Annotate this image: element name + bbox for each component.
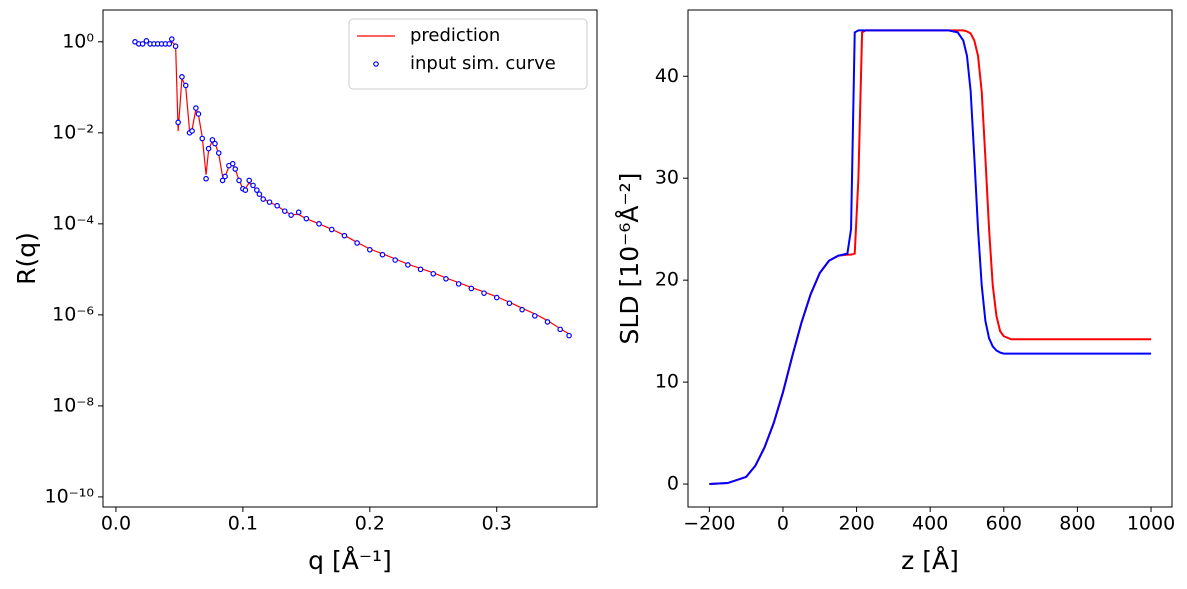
data-point bbox=[354, 240, 360, 246]
data-point bbox=[182, 82, 189, 89]
y-tick-label: 10⁻⁴ bbox=[52, 212, 94, 234]
data-point bbox=[544, 319, 551, 325]
y-tick-label: 10 bbox=[655, 371, 679, 393]
data-point bbox=[506, 300, 513, 307]
data-point bbox=[242, 187, 249, 193]
y-tick-label: 10⁻⁸ bbox=[52, 394, 94, 416]
data-point bbox=[303, 215, 310, 222]
y-tick-label: 10⁰ bbox=[62, 30, 94, 52]
data-point bbox=[254, 187, 260, 193]
x-tick-label: 600 bbox=[986, 513, 1022, 535]
data-point bbox=[430, 270, 437, 277]
data-point bbox=[139, 41, 146, 47]
data-point bbox=[168, 36, 175, 42]
y-tick-label: 10⁻¹⁰ bbox=[45, 485, 94, 507]
data-point bbox=[481, 290, 487, 296]
x-tick-label: 400 bbox=[912, 513, 948, 535]
data-point bbox=[212, 140, 218, 147]
data-point bbox=[288, 212, 294, 218]
data-point bbox=[274, 202, 280, 209]
x-tick-label: 800 bbox=[1059, 513, 1095, 535]
legend-marker bbox=[373, 61, 379, 67]
legend: prediction input sim. curve bbox=[348, 18, 588, 90]
subplot: 0.0 0.1 0.2 0.3 10⁻¹⁰ 10⁻⁸ 10⁻⁶ 10⁻⁴ 10⁻² 10⁰ q [Å… bbox=[12, 9, 598, 575]
x-tick-label: −200 bbox=[683, 513, 735, 535]
data-point bbox=[205, 145, 212, 152]
x-tick-label: 0 bbox=[777, 513, 789, 535]
y-tick-label: 0 bbox=[667, 473, 679, 495]
data-point bbox=[215, 150, 222, 156]
y-tick-label: 40 bbox=[655, 65, 679, 87]
data-point bbox=[295, 209, 302, 216]
data-line bbox=[709, 29, 1152, 486]
y-axis-label: SLD [10⁻⁶Å⁻²] bbox=[615, 173, 644, 345]
data-point bbox=[392, 257, 398, 263]
data-point bbox=[455, 281, 462, 287]
data-point bbox=[166, 41, 173, 47]
y-tick-label: 10⁻² bbox=[52, 121, 94, 143]
data-point bbox=[193, 105, 199, 111]
x-tick-label: 0.2 bbox=[355, 513, 385, 535]
data-point bbox=[246, 177, 253, 184]
legend-label: prediction bbox=[410, 25, 500, 46]
data-point bbox=[443, 276, 449, 282]
data-point bbox=[328, 226, 335, 233]
data-point bbox=[199, 135, 206, 142]
data-point bbox=[203, 175, 209, 182]
data-point bbox=[209, 137, 216, 143]
data-point bbox=[179, 74, 185, 80]
data-point bbox=[229, 160, 236, 167]
x-tick-label: 1000 bbox=[1127, 513, 1175, 535]
data-point bbox=[256, 191, 263, 197]
data-point bbox=[219, 177, 226, 184]
data-point bbox=[189, 128, 195, 134]
data-point bbox=[417, 266, 424, 273]
data-point bbox=[260, 196, 266, 202]
axes-frame bbox=[687, 9, 1173, 508]
data-point bbox=[236, 177, 242, 184]
data-point bbox=[232, 166, 239, 172]
data-point bbox=[468, 285, 475, 292]
data-point bbox=[316, 221, 322, 227]
x-tick-label: 0.1 bbox=[228, 513, 258, 535]
data-point bbox=[175, 119, 181, 126]
data-point bbox=[222, 173, 228, 180]
x-tick-label: 0.3 bbox=[482, 513, 512, 535]
legend-box bbox=[348, 18, 588, 90]
y-axis-label: R(q) bbox=[12, 232, 41, 285]
data-point bbox=[281, 208, 288, 214]
data-point bbox=[143, 38, 150, 44]
y-tick-label: 10⁻⁶ bbox=[52, 303, 94, 325]
data-point bbox=[405, 262, 411, 268]
data-point bbox=[341, 232, 348, 239]
x-tick-label: 0.0 bbox=[101, 513, 131, 535]
legend-label: input sim. curve bbox=[410, 53, 556, 74]
data-point bbox=[519, 306, 525, 313]
y-tick-label: 30 bbox=[655, 167, 679, 189]
data-point bbox=[493, 294, 500, 301]
x-axis-label: q [Å⁻¹] bbox=[308, 546, 392, 575]
data-point bbox=[367, 246, 373, 253]
data-point bbox=[379, 251, 386, 258]
data-point bbox=[250, 182, 256, 189]
y-tick-label: 20 bbox=[655, 269, 679, 291]
data-point bbox=[172, 43, 179, 50]
data-point bbox=[566, 332, 572, 339]
data-point bbox=[266, 199, 273, 205]
axes-frame bbox=[102, 9, 598, 508]
x-axis-label: z [Å] bbox=[901, 546, 959, 575]
data-point bbox=[195, 111, 202, 117]
data-point bbox=[557, 326, 563, 333]
data-point bbox=[532, 313, 538, 319]
x-tick-label: 200 bbox=[838, 513, 874, 535]
